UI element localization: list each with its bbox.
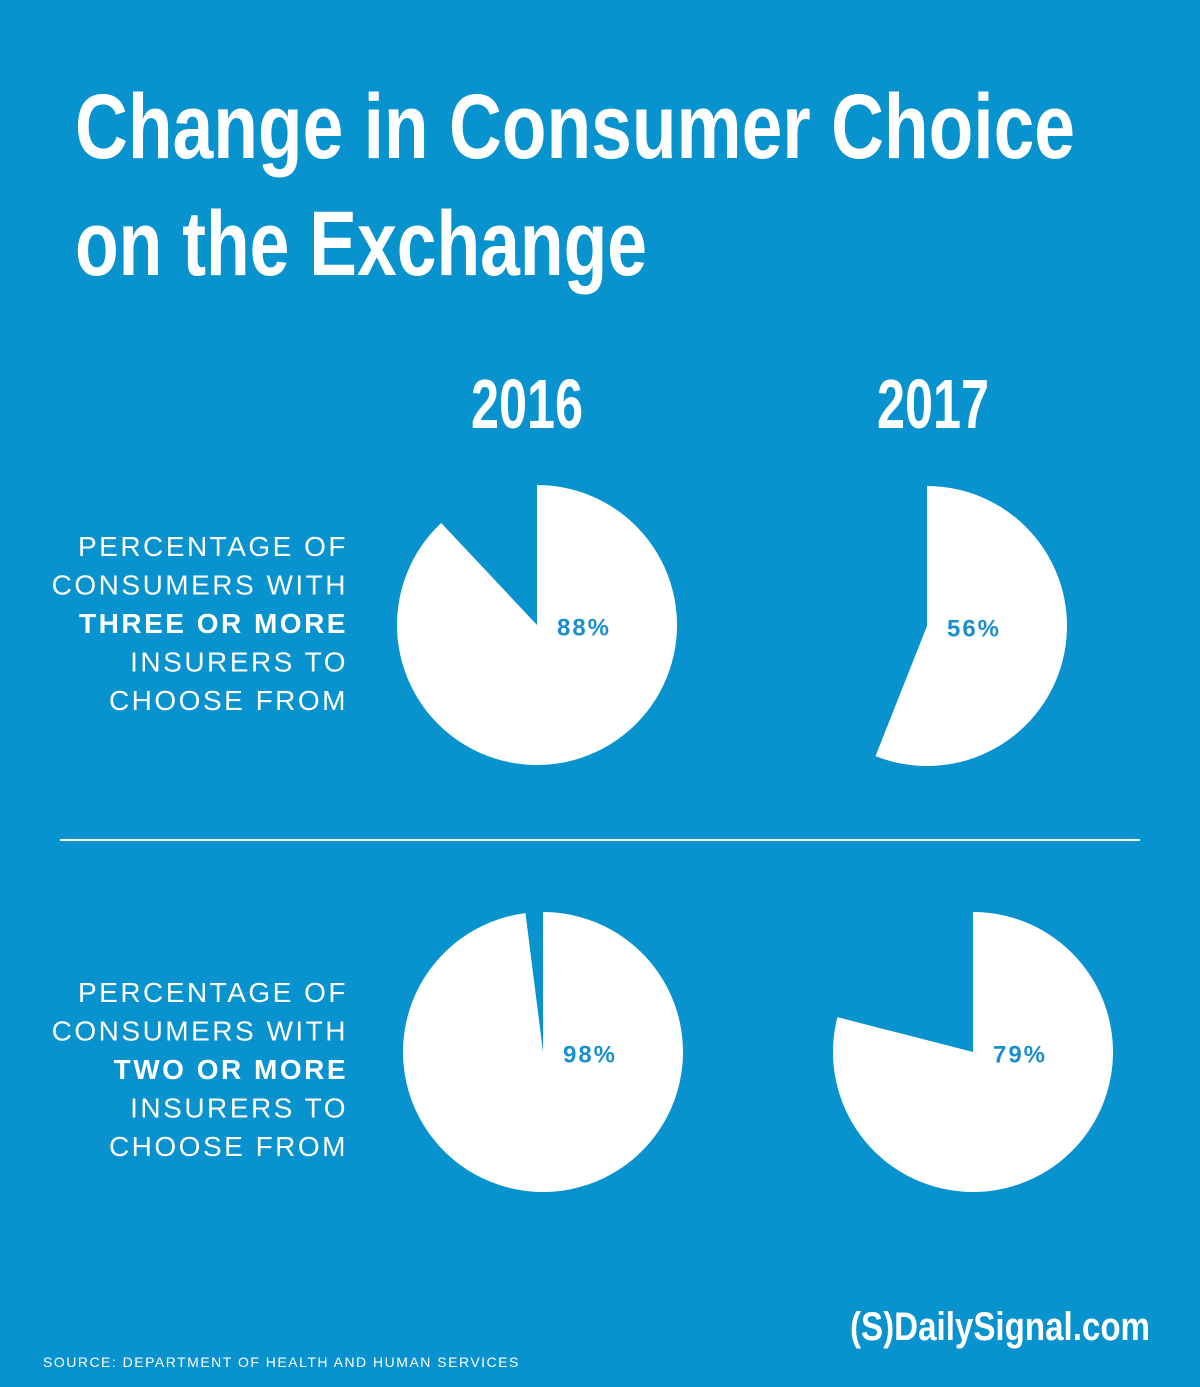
title-line: on the Exchange <box>75 193 647 295</box>
value-label: 88% <box>557 614 611 641</box>
row-label: CHOOSE FROM <box>109 685 348 716</box>
pie-slice <box>833 912 1114 1192</box>
value-label: 79% <box>993 1041 1047 1068</box>
row-label: INSURERS TO <box>130 647 348 678</box>
column-header: 2016 <box>471 365 583 443</box>
row-label: CHOOSE FROM <box>109 1131 348 1162</box>
value-label: 98% <box>563 1041 617 1068</box>
title-line: Change in Consumer Choice <box>75 76 1075 178</box>
brand: (S)DailySignal.com <box>850 1305 1150 1349</box>
value-label: 56% <box>947 615 1001 642</box>
row-label-emphasis: TWO OR MORE <box>114 1054 348 1085</box>
row-label-emphasis: THREE OR MORE <box>79 608 348 639</box>
row-label: PERCENTAGE OF <box>78 977 348 1008</box>
pie-slice <box>875 486 1068 766</box>
source: SOURCE: DEPARTMENT OF HEALTH AND HUMAN S… <box>43 1354 520 1370</box>
pie-slice <box>396 485 677 766</box>
row-label: INSURERS TO <box>130 1093 348 1124</box>
row-label: CONSUMERS WITH <box>52 1016 348 1047</box>
row-label: PERCENTAGE OF <box>78 531 348 562</box>
row-label: CONSUMERS WITH <box>52 570 348 601</box>
pie-slice <box>403 912 684 1192</box>
column-header: 2017 <box>877 365 989 443</box>
